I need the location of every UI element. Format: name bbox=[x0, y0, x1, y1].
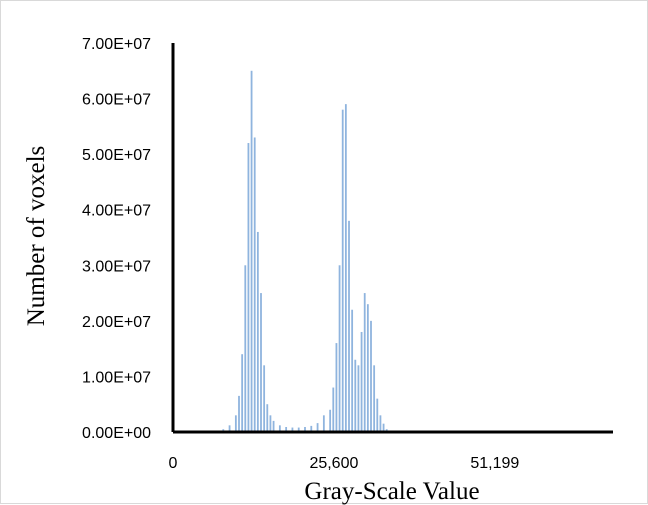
x-tick-labels: 0 25,600 51,199 bbox=[169, 455, 520, 472]
histogram-bar bbox=[228, 425, 231, 432]
histogram-bar bbox=[360, 331, 363, 432]
histogram-bar bbox=[250, 70, 253, 433]
histogram-bar bbox=[266, 404, 269, 432]
histogram-bar bbox=[373, 365, 376, 432]
histogram-bar bbox=[260, 293, 262, 432]
histogram-bar bbox=[376, 398, 379, 432]
histogram-bar bbox=[256, 231, 259, 432]
x-tick-label: 25,600 bbox=[309, 455, 358, 472]
histogram-bar bbox=[363, 293, 366, 432]
histogram-bar bbox=[379, 415, 382, 432]
y-tick-label: 5.00E+07 bbox=[82, 147, 151, 164]
y-tick-label: 0.00E+00 bbox=[82, 425, 151, 442]
histogram-bar bbox=[322, 415, 325, 432]
y-tick-label: 2.00E+07 bbox=[82, 314, 151, 331]
y-tick-labels: 0.00E+00 1.00E+07 2.00E+07 3.00E+07 4.00E+07… bbox=[82, 36, 151, 442]
histogram-bar bbox=[247, 143, 250, 432]
histogram-bar bbox=[269, 415, 272, 432]
histogram-bar bbox=[234, 415, 237, 432]
histogram-bar bbox=[357, 365, 360, 432]
histogram-bar bbox=[285, 426, 288, 432]
histogram-bar bbox=[304, 426, 306, 432]
y-tick-label: 3.00E+07 bbox=[82, 258, 151, 275]
histogram-bar bbox=[297, 427, 300, 432]
histogram-bar bbox=[354, 359, 357, 432]
histogram-bar bbox=[366, 304, 369, 432]
histogram-bar bbox=[272, 420, 275, 432]
histogram-bar bbox=[335, 343, 338, 432]
histogram-bar bbox=[316, 423, 319, 432]
histogram-bar bbox=[238, 395, 240, 432]
histogram-bar bbox=[348, 220, 350, 432]
histogram-bar bbox=[344, 104, 347, 432]
histogram-bar bbox=[244, 265, 247, 432]
histogram-bar bbox=[241, 354, 244, 432]
y-tick-label: 7.00E+07 bbox=[82, 36, 151, 53]
y-tick-label: 6.00E+07 bbox=[82, 92, 151, 109]
x-axis-title: Gray-Scale Value bbox=[304, 478, 479, 505]
x-tick-label: 51,199 bbox=[470, 455, 519, 472]
histogram-bar bbox=[370, 320, 372, 432]
x-tick-label: 0 bbox=[169, 455, 178, 472]
histogram-bar bbox=[338, 265, 341, 432]
histogram-bar bbox=[263, 365, 266, 432]
histogram-bars bbox=[216, 70, 388, 433]
histogram-bar bbox=[310, 425, 313, 432]
y-axis-title: Number of voxels bbox=[23, 146, 50, 327]
y-tick-label: 1.00E+07 bbox=[82, 369, 151, 386]
histogram-bar bbox=[278, 425, 281, 432]
histogram-bar bbox=[332, 387, 335, 432]
y-tick-label: 4.00E+07 bbox=[82, 203, 151, 220]
histogram-bar bbox=[329, 409, 332, 432]
histogram-bar bbox=[382, 423, 385, 432]
histogram-bar bbox=[253, 137, 256, 432]
histogram-bar bbox=[341, 109, 344, 432]
histogram-bar bbox=[351, 309, 354, 432]
histogram-bar bbox=[291, 427, 294, 432]
